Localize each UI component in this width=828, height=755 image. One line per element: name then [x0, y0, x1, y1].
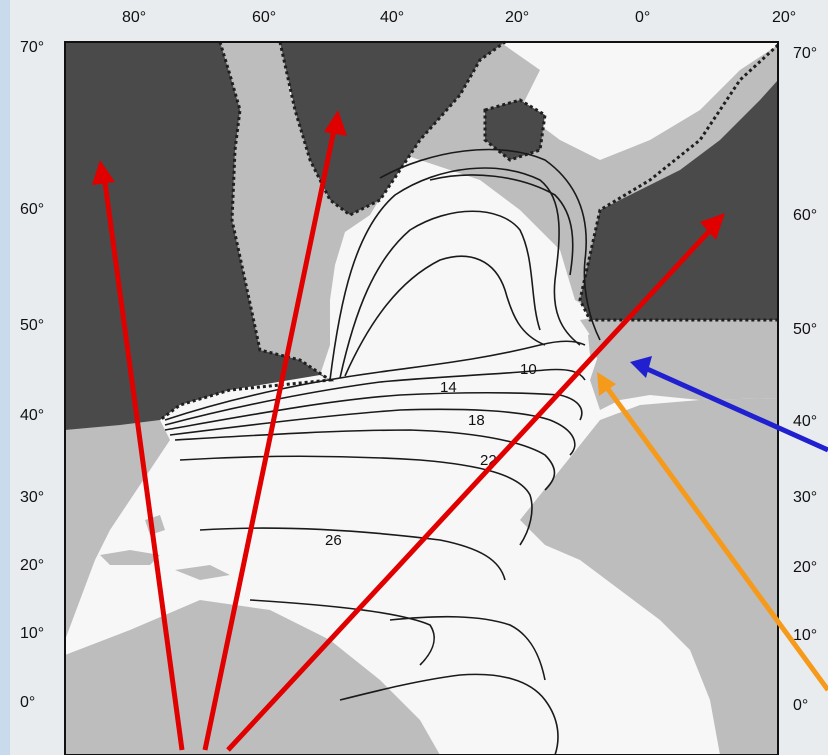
longitude-label: 80° [122, 9, 146, 26]
latitude-label: 30° [793, 489, 817, 506]
longitude-label: 20° [772, 9, 796, 26]
latitude-label: 10° [793, 627, 817, 644]
latitude-label: 60° [793, 207, 817, 224]
latitude-label: 70° [20, 39, 44, 56]
isotherm [339, 210, 541, 379]
latitude-label: 20° [20, 557, 44, 574]
isotherm-label-26: 26 [325, 532, 342, 549]
ice-edge-scandinavia [578, 43, 780, 322]
caribbean-islands [100, 515, 230, 580]
longitude-label: 60° [252, 9, 276, 26]
latitude-label: 40° [793, 413, 817, 430]
africa-land [520, 398, 778, 755]
europe-land [580, 310, 778, 410]
north-america-ice [65, 42, 330, 430]
isotherm [329, 167, 581, 381]
greenland-ice [280, 42, 505, 215]
red-arrow-greenland [202, 124, 338, 751]
latitude-labels-left: 70° 60° 50° 40° 30° 20° 10° 0° [20, 39, 44, 711]
latitude-label: 40° [20, 407, 44, 424]
latitude-label: 20° [793, 559, 817, 576]
longitude-label: 40° [380, 9, 404, 26]
ice-edge-iceland [483, 98, 547, 162]
map-frame [64, 41, 779, 755]
red-arrow-scandinavia [226, 223, 717, 752]
longitude-labels: 80° 60° 40° 20° 0° 20° [122, 9, 796, 26]
annotation-arrows [92, 110, 828, 752]
red-arrowhead-scandinavia [700, 213, 725, 240]
red-arrowhead-north-america [92, 160, 115, 185]
ice-edge-na [159, 41, 335, 422]
latitude-label: 30° [20, 489, 44, 506]
latitude-label: 10° [20, 625, 44, 642]
blue-arrow-france [643, 365, 828, 453]
isotherm [164, 368, 586, 426]
isotherm-label-10: 10 [520, 361, 537, 378]
isotherm [169, 408, 576, 456]
isotherm-label-14: 14 [440, 379, 457, 396]
blue-arrowhead-france [630, 356, 652, 378]
latitude-labels-right: 70° 60° 50° 40° 30° 20° 10° 0° [793, 45, 817, 714]
isotherm-label-18: 18 [468, 412, 485, 429]
isotherm [379, 148, 601, 341]
isotherm-lines [164, 148, 601, 755]
scandinavia-ice [580, 80, 778, 320]
south-america-land [65, 600, 440, 755]
latitude-label: 50° [793, 321, 817, 338]
latitude-label: 60° [20, 201, 44, 218]
red-arrow-north-america [101, 174, 185, 751]
isotherm [164, 391, 583, 431]
latitude-label: 50° [20, 317, 44, 334]
canadian-arctic-land [215, 42, 385, 375]
latitude-label: 0° [793, 697, 808, 714]
isotherm [179, 455, 533, 546]
isotherm [389, 615, 546, 681]
isotherm [199, 527, 506, 581]
isotherm [164, 340, 586, 421]
iceland-ice [485, 100, 545, 160]
isotherm [344, 255, 546, 377]
latitude-label: 70° [793, 45, 817, 62]
red-arrowhead-greenland [324, 110, 347, 136]
longitude-label: 20° [505, 9, 529, 26]
longitude-label: 0° [635, 9, 650, 26]
isotherm [249, 599, 435, 666]
orange-arrowhead-iberia [597, 372, 616, 396]
latitude-label: 0° [20, 694, 35, 711]
isotherm [429, 174, 574, 276]
orange-arrow-iberia [602, 383, 828, 692]
isotherm [339, 673, 559, 755]
map-area: 10 14 18 22 26 [64, 40, 780, 755]
